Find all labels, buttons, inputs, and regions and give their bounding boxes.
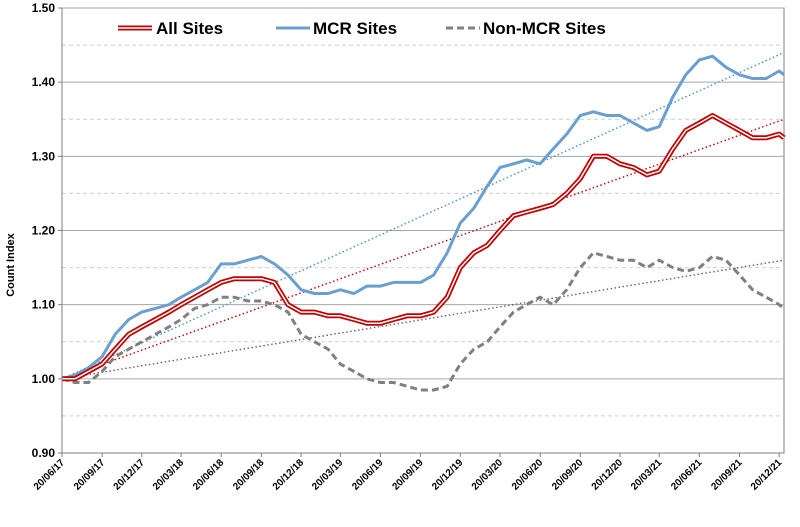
legend-label-non-mcr-sites: Non-MCR Sites <box>483 19 606 38</box>
y-tick-label: 1.30 <box>32 149 56 163</box>
x-tick-label: 20/06/17 <box>32 457 68 493</box>
y-tick-label: 1.50 <box>32 1 56 15</box>
x-tick-label: 20/06/19 <box>350 457 386 493</box>
x-tick-label: 20/12/19 <box>430 457 466 493</box>
x-tick-label: 20/09/17 <box>72 457 108 493</box>
y-axis-label: Count Index <box>5 232 17 296</box>
x-tick-label: 20/03/20 <box>470 457 506 493</box>
legend: All Sites MCR Sites Non-MCR Sites <box>118 19 606 38</box>
x-tick-label: 20/03/19 <box>310 457 346 493</box>
y-tick-label: 1.40 <box>32 75 56 89</box>
x-tick-labels: 20/06/17 20/09/17 20/12/17 20/03/18 20/06/18… <box>32 457 785 493</box>
x-tick-label: 20/09/21 <box>709 457 745 493</box>
x-tick-label: 20/06/20 <box>510 457 546 493</box>
x-tick-label: 20/09/19 <box>390 457 426 493</box>
y-tick-label: 1.00 <box>32 372 56 386</box>
legend-label-mcr-sites: MCR Sites <box>313 19 397 38</box>
legend-label-all-sites: All Sites <box>156 19 223 38</box>
x-tick-label: 20/12/21 <box>749 457 785 493</box>
trendlines <box>61 51 785 380</box>
series-line-all-sites-inner <box>62 114 785 380</box>
y-tick-label: 0.90 <box>32 446 56 460</box>
series-line-mcr-sites <box>61 54 785 381</box>
y-tick-labels: 0.90 1.00 1.10 1.20 1.30 1.40 1.50 <box>32 1 56 460</box>
x-tick-label: 20/12/18 <box>271 457 307 493</box>
trendline-mcr-sites <box>61 51 785 380</box>
x-tick-label: 20/09/20 <box>550 457 586 493</box>
axes <box>58 7 784 457</box>
x-tick-label: 20/06/21 <box>669 457 705 493</box>
x-tick-label: 20/03/18 <box>151 457 187 493</box>
x-tick-label: 20/12/20 <box>590 457 626 493</box>
x-tick-label: 20/12/17 <box>112 457 148 493</box>
x-tick-label: 20/09/18 <box>231 457 267 493</box>
x-tick-label: 20/06/18 <box>191 457 227 493</box>
x-tick-label: 20/03/21 <box>629 457 665 493</box>
y-tick-label: 1.10 <box>32 298 56 312</box>
series-line-non-mcr-sites <box>61 251 785 392</box>
gridlines <box>61 7 785 454</box>
series-lines <box>61 54 786 392</box>
y-tick-label: 1.20 <box>32 224 56 238</box>
